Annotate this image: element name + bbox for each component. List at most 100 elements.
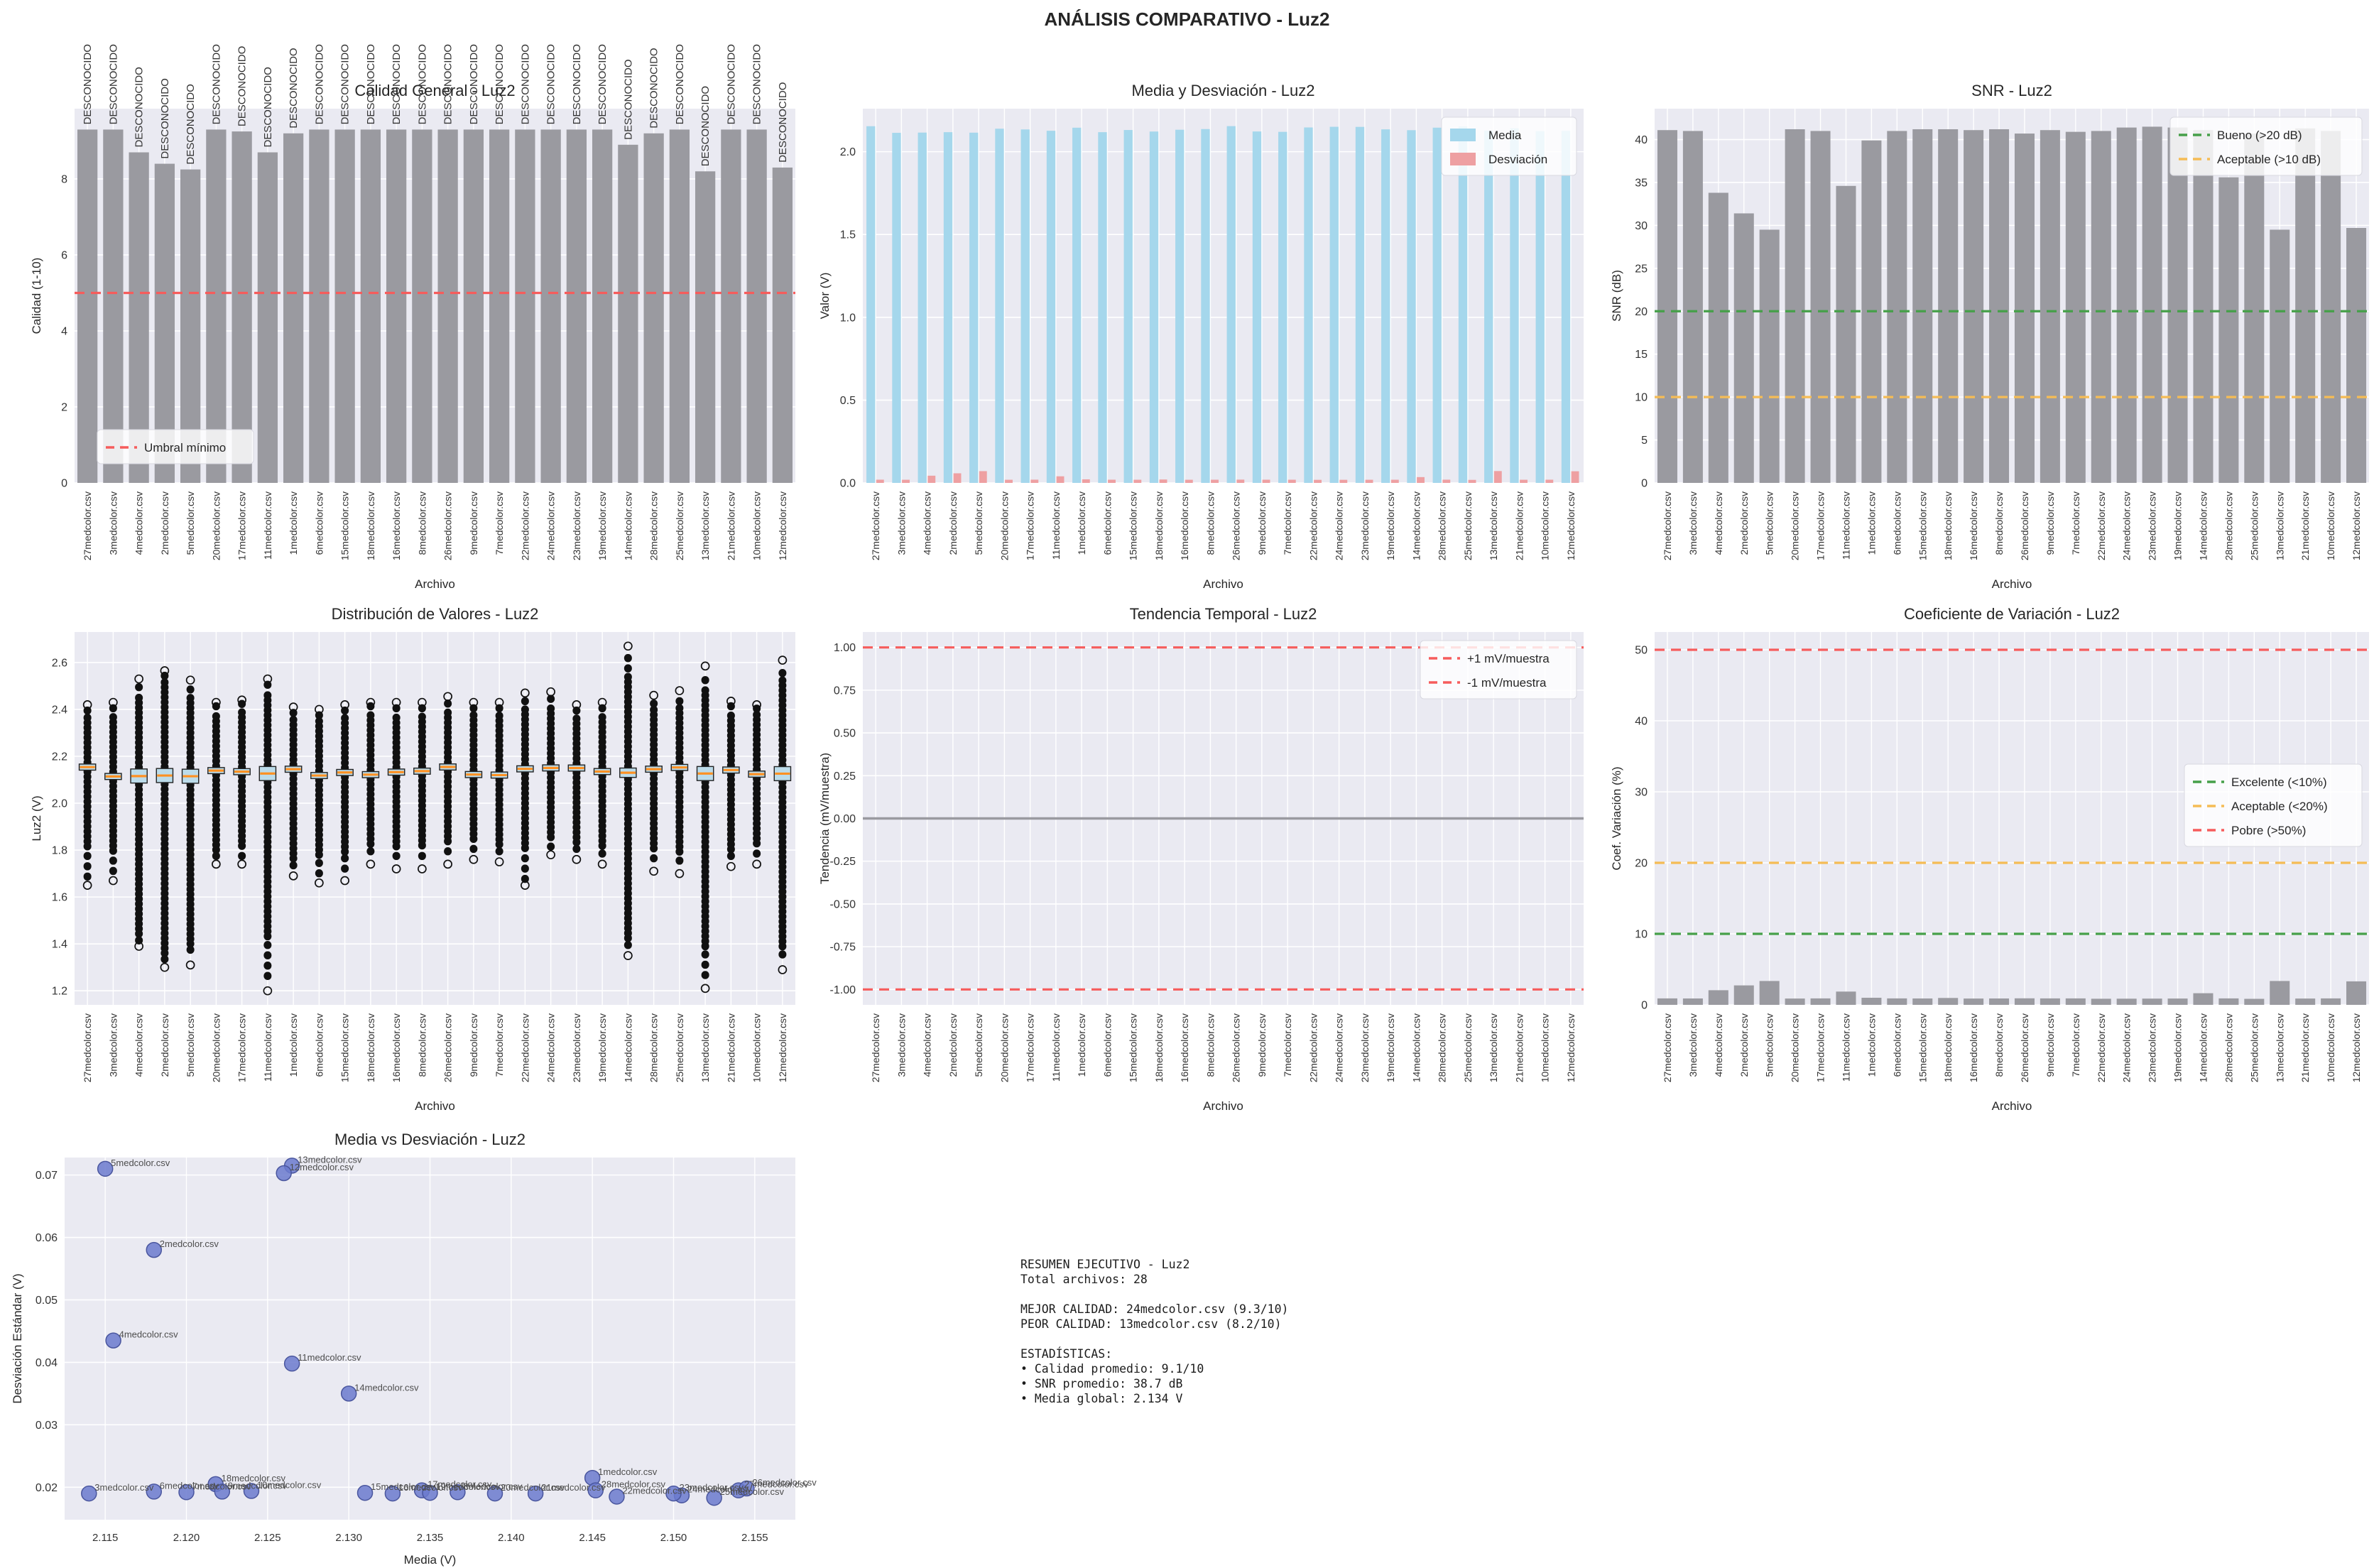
svg-text:-1.00: -1.00 bbox=[830, 984, 856, 996]
point-label: 15medcolor.csv bbox=[371, 1481, 435, 1492]
bar-desviacion bbox=[1159, 479, 1167, 483]
svg-text:3medcolor.csv: 3medcolor.csv bbox=[1687, 1013, 1699, 1077]
y-ticks: 0.0 0.5 1.0 1.5 2.0 bbox=[840, 146, 856, 489]
svg-text:25medcolor.csv: 25medcolor.csv bbox=[1462, 1013, 1474, 1082]
svg-text:1.6: 1.6 bbox=[52, 892, 67, 904]
panel-tend: Tendencia Temporal - Luz2 1.00 0.75 0.50 0.2… bbox=[818, 605, 1584, 1113]
bar bbox=[2116, 998, 2137, 1005]
boxplot bbox=[670, 686, 689, 878]
bar-media bbox=[1123, 130, 1133, 483]
bar-value-label: DESCONOCIDO bbox=[134, 67, 146, 147]
svg-text:7medcolor.csv: 7medcolor.csv bbox=[2070, 491, 2081, 555]
point-label: 19medcolor.csv bbox=[436, 1481, 501, 1492]
bar-media bbox=[995, 129, 1004, 483]
bar-value-label: DESCONOCIDO bbox=[519, 44, 531, 124]
svg-text:2.0: 2.0 bbox=[52, 798, 67, 810]
svg-text:22medcolor.csv: 22medcolor.csv bbox=[2096, 491, 2107, 560]
bar-value-label: DESCONOCIDO bbox=[468, 44, 480, 124]
svg-text:40: 40 bbox=[1635, 134, 1648, 146]
bars-media bbox=[866, 126, 1579, 484]
bar-desviacion bbox=[1571, 471, 1579, 483]
bar-media bbox=[1407, 130, 1416, 484]
y-axis-label: Coef. Variación (%) bbox=[1610, 766, 1623, 870]
bar-desviacion bbox=[1082, 479, 1090, 483]
bar-desviacion bbox=[1287, 479, 1296, 483]
bar bbox=[2142, 998, 2162, 1005]
boxplot bbox=[233, 695, 251, 869]
bar bbox=[386, 129, 407, 483]
svg-text:3medcolor.csv: 3medcolor.csv bbox=[107, 491, 119, 555]
bar-desviacion bbox=[1545, 479, 1554, 483]
x-ticks: 27medcolor.csv 3medcolor.csv 4medcolor.csv… bbox=[1662, 491, 2362, 560]
y-axis-label: SNR (dB) bbox=[1610, 270, 1623, 322]
svg-text:10medcolor.csv: 10medcolor.csv bbox=[2325, 1013, 2336, 1082]
bar-desviacion bbox=[1442, 479, 1451, 483]
bar-media bbox=[1329, 126, 1339, 483]
bar bbox=[592, 129, 613, 483]
svg-text:9medcolor.csv: 9medcolor.csv bbox=[1256, 1013, 1268, 1077]
bar bbox=[2270, 229, 2290, 483]
svg-text:10: 10 bbox=[1635, 929, 1648, 941]
bar-desviacion bbox=[1236, 479, 1245, 483]
boxplot bbox=[310, 704, 328, 888]
point-label: 21medcolor.csv bbox=[541, 1482, 606, 1493]
bar-desviacion bbox=[1185, 479, 1193, 483]
data-point bbox=[243, 1483, 260, 1499]
svg-text:18medcolor.csv: 18medcolor.csv bbox=[365, 491, 376, 560]
bar bbox=[2218, 177, 2239, 483]
svg-text:2.4: 2.4 bbox=[52, 704, 67, 716]
svg-text:12medcolor.csv: 12medcolor.csv bbox=[1565, 1013, 1577, 1082]
bar bbox=[1912, 998, 1933, 1005]
boxplot bbox=[542, 687, 560, 860]
svg-text:24medcolor.csv: 24medcolor.csv bbox=[545, 1013, 557, 1082]
svg-text:2.6: 2.6 bbox=[52, 657, 67, 669]
bar-media bbox=[1484, 131, 1493, 483]
boxplot bbox=[439, 692, 457, 869]
svg-text:6medcolor.csv: 6medcolor.csv bbox=[313, 1013, 325, 1077]
svg-text:1medcolor.csv: 1medcolor.csv bbox=[288, 1013, 299, 1077]
svg-text:9medcolor.csv: 9medcolor.csv bbox=[468, 491, 479, 555]
svg-text:3medcolor.csv: 3medcolor.csv bbox=[895, 491, 907, 555]
svg-text:28medcolor.csv: 28medcolor.csv bbox=[648, 491, 660, 560]
svg-text:24medcolor.csv: 24medcolor.csv bbox=[1334, 491, 1345, 560]
svg-text:14medcolor.csv: 14medcolor.csv bbox=[2197, 491, 2209, 560]
bar bbox=[1657, 998, 1677, 1005]
bar-desviacion bbox=[1493, 471, 1502, 483]
legend-cv: Excelente (<10%) Aceptable (<20%) Pobre (>… bbox=[2184, 763, 2363, 847]
svg-text:0.05: 0.05 bbox=[36, 1295, 58, 1307]
legend-media: Media Desviación bbox=[1441, 116, 1577, 176]
bar-value-label: DESCONOCIDO bbox=[674, 44, 686, 124]
svg-text:2medcolor.csv: 2medcolor.csv bbox=[159, 1013, 170, 1077]
legend-label: Media bbox=[1488, 129, 1522, 142]
boxplot bbox=[336, 700, 354, 886]
svg-text:16medcolor.csv: 16medcolor.csv bbox=[1968, 491, 1979, 560]
svg-text:2.120: 2.120 bbox=[173, 1532, 200, 1544]
bar-media bbox=[866, 126, 876, 483]
bar bbox=[232, 131, 252, 484]
bar bbox=[721, 129, 741, 483]
svg-text:15: 15 bbox=[1635, 349, 1648, 361]
data-point bbox=[587, 1482, 604, 1498]
bar bbox=[1989, 129, 2010, 484]
bar-desviacion bbox=[927, 475, 936, 483]
bar-value-label: DESCONOCIDO bbox=[725, 44, 737, 124]
bar-value-label: DESCONOCIDO bbox=[391, 44, 403, 124]
data-point bbox=[283, 1355, 300, 1372]
svg-text:9medcolor.csv: 9medcolor.csv bbox=[2044, 1013, 2056, 1077]
point-label: 2medcolor.csv bbox=[160, 1238, 219, 1249]
bar bbox=[2142, 126, 2162, 483]
svg-text:4medcolor.csv: 4medcolor.csv bbox=[134, 1013, 145, 1077]
boxplot bbox=[567, 700, 586, 864]
x-ticks: 27medcolor.csv 3medcolor.csv 4medcolor.csv… bbox=[870, 1013, 1577, 1082]
chart-title-tend: Tendencia Temporal - Luz2 bbox=[1130, 605, 1317, 623]
svg-text:30: 30 bbox=[1635, 220, 1648, 232]
svg-text:0.03: 0.03 bbox=[36, 1420, 58, 1432]
bar bbox=[1759, 229, 1780, 483]
svg-text:1.4: 1.4 bbox=[52, 939, 67, 951]
svg-text:13medcolor.csv: 13medcolor.csv bbox=[2274, 491, 2285, 560]
bar-value-label: DESCONOCIDO bbox=[622, 59, 634, 139]
svg-text:1medcolor.csv: 1medcolor.csv bbox=[1866, 1013, 1877, 1077]
svg-text:28medcolor.csv: 28medcolor.csv bbox=[2223, 1013, 2234, 1082]
data-point bbox=[706, 1489, 722, 1506]
x-ticks: 27medcolor.csv 3medcolor.csv 4medcolor.csv… bbox=[82, 491, 788, 560]
